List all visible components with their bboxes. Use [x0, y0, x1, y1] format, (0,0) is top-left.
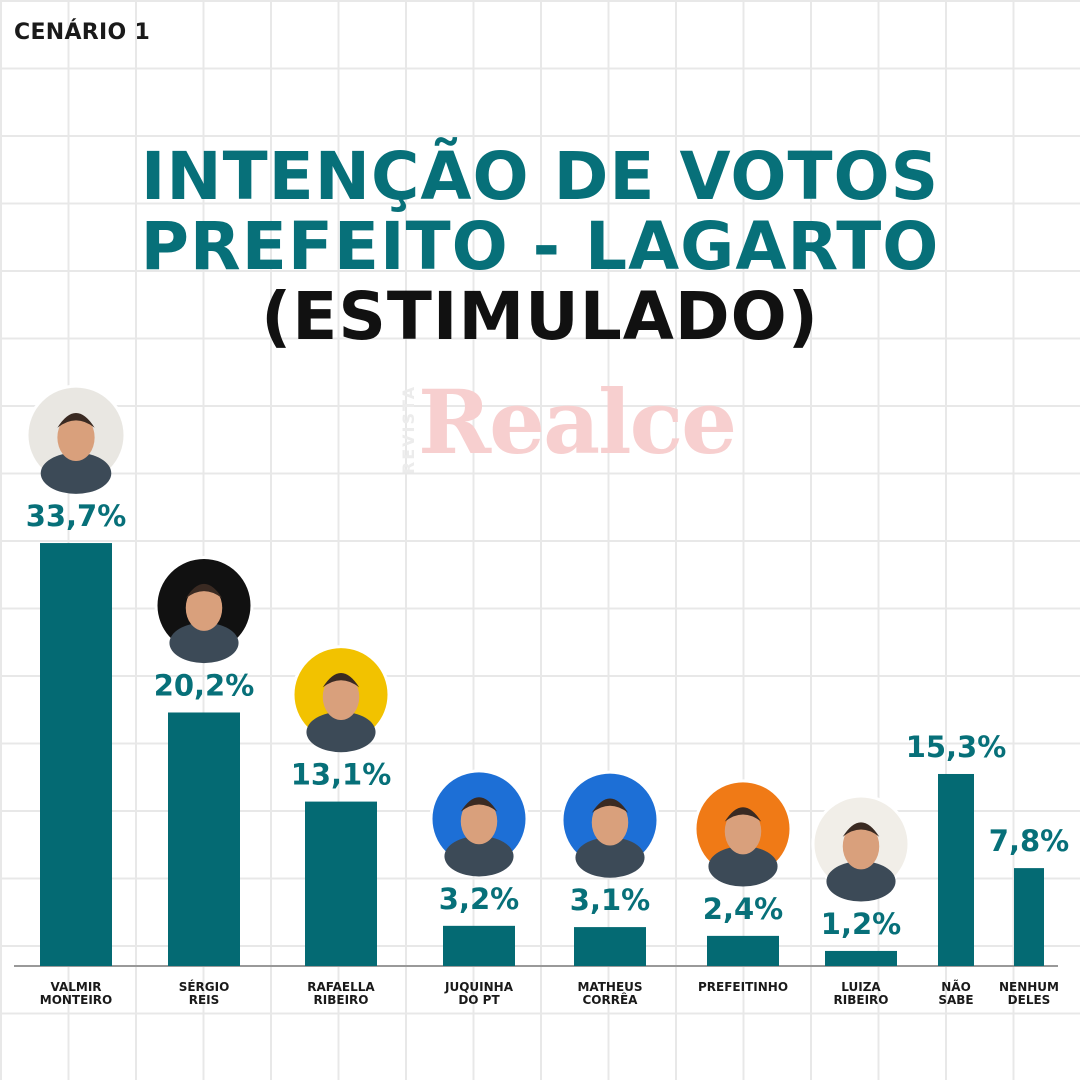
photo-face [185, 584, 223, 631]
photo-shoulders [169, 622, 239, 664]
title-line-1: INTENÇÃO DE VOTOS [140, 138, 940, 215]
photo-shoulders [826, 861, 896, 902]
bar-4 [574, 927, 646, 966]
candidate-photo-3 [429, 769, 529, 877]
data-label-4: 3,1% [570, 883, 650, 917]
photo-face [724, 808, 762, 855]
category-label-1-1: REIS [189, 993, 220, 1007]
bar-3 [443, 925, 515, 966]
title-line-2: PREFEITO - LAGARTO [140, 208, 940, 285]
bar-2 [305, 801, 377, 966]
data-label-2: 13,1% [291, 758, 392, 792]
photo-face [460, 798, 498, 845]
category-label-7-1: SABE [938, 993, 973, 1007]
bar-1 [168, 712, 240, 966]
photo-hair [322, 672, 360, 688]
candidate-photo-6 [811, 794, 911, 902]
bar-7 [938, 773, 974, 966]
data-label-1: 20,2% [154, 668, 255, 702]
candidate-photo-5 [693, 779, 793, 887]
category-label-2-1: RIBEIRO [314, 993, 369, 1007]
data-label-7: 15,3% [906, 730, 1007, 764]
data-label-0: 33,7% [26, 499, 127, 533]
photo-shoulders [444, 836, 514, 877]
watermark-main-text: Realce [418, 370, 737, 474]
bar-5 [707, 935, 779, 966]
data-label-5: 2,4% [703, 892, 783, 926]
candidate-photo-0 [25, 384, 127, 494]
bar-0 [40, 543, 112, 966]
photo-hair [724, 807, 762, 822]
bar-8 [1014, 868, 1044, 966]
category-label-0-1: MONTEIRO [40, 993, 112, 1007]
photo-hair [57, 413, 95, 428]
photo-hair [185, 583, 223, 599]
category-label-5-0: PREFEITINHO [698, 980, 788, 994]
scenario-label: CENÁRIO 1 [14, 20, 151, 45]
photo-hair [591, 798, 629, 813]
candidate-photo-2 [291, 645, 391, 753]
bar-6 [825, 950, 897, 966]
category-label-4-0: MATHEUS [577, 980, 642, 994]
candidate-photo-1 [154, 555, 254, 664]
category-label-2-0: RAFAELLA [307, 980, 375, 994]
photo-shoulders [708, 846, 778, 887]
photo-face [322, 673, 360, 721]
category-label-6-1: RIBEIRO [834, 993, 889, 1007]
category-label-6-0: LUIZA [841, 980, 881, 994]
watermark-logo: REVISTA Realce [378, 370, 737, 480]
category-label-1-0: SÉRGIO [179, 979, 230, 994]
photo-shoulders [306, 711, 376, 753]
data-label-6: 1,2% [821, 907, 901, 941]
photo-face [57, 413, 95, 462]
category-label-8-1: DELES [1008, 993, 1051, 1007]
category-label-3-0: JUQUINHA [444, 980, 514, 994]
photo-shoulders [40, 452, 112, 494]
category-label-8-0: NENHUM [999, 980, 1059, 994]
category-label-0-0: VALMIR [50, 980, 101, 994]
title-line-3: (ESTIMULADO) [261, 278, 819, 355]
photo-face [842, 823, 880, 870]
photo-shoulders [575, 837, 645, 878]
data-label-3: 3,2% [439, 882, 519, 916]
candidate-photo-4 [560, 770, 660, 878]
photo-face [591, 799, 629, 846]
category-label-4-1: CORRÊA [583, 992, 639, 1007]
photo-hair [460, 797, 498, 812]
category-label-3-1: DO PT [458, 993, 500, 1007]
photo-hair [842, 822, 880, 837]
data-label-8: 7,8% [989, 824, 1069, 858]
category-label-7-0: NÃO [941, 979, 971, 994]
